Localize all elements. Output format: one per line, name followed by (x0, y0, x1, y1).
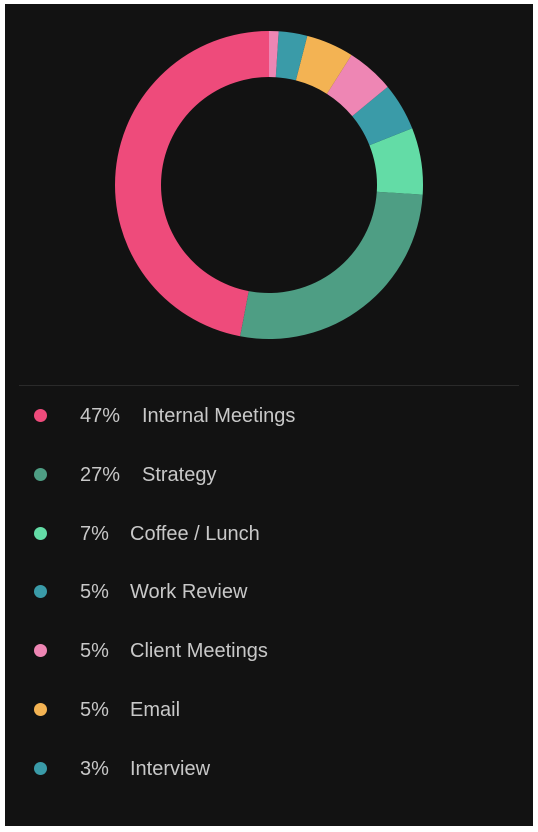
legend-item: 47% Internal Meetings (5, 386, 533, 445)
legend-dot (34, 526, 47, 540)
donut-slice-2 (369, 128, 423, 195)
legend-divider (19, 385, 519, 386)
legend-item: 7% Coffee / Lunch (5, 504, 533, 563)
legend-item: 5% Email (5, 680, 533, 739)
legend-item: 27% Strategy (5, 445, 533, 504)
legend-dot (34, 761, 47, 775)
legend-label: Work Review (130, 581, 248, 604)
donut-slice-4 (326, 54, 388, 117)
legend-item: 3% Interview (5, 739, 533, 798)
legend-percent: 5% (80, 698, 109, 721)
chart-legend: 47% Internal Meetings 27% Strategy 7% Co… (5, 386, 533, 798)
legend-label: Email (130, 698, 181, 721)
legend-item: 5% Client Meetings (5, 621, 533, 680)
donut-slice-0 (114, 31, 269, 337)
legend-percent: 5% (80, 581, 109, 604)
legend-percent: 7% (80, 522, 109, 545)
donut-slice-1 (240, 191, 423, 339)
legend-label: Client Meetings (130, 640, 268, 663)
legend-label: Strategy (142, 463, 217, 486)
legend-dot (34, 467, 47, 481)
legend-dot (34, 702, 47, 716)
donut-slice-7 (269, 31, 279, 78)
donut-slice-5 (295, 35, 352, 94)
legend-label: Internal Meetings (142, 405, 296, 427)
donut-slice-3 (352, 86, 413, 146)
legend-dot (34, 644, 47, 658)
legend-percent: 47% (80, 405, 121, 427)
legend-item: 5% Work Review (5, 562, 533, 621)
chart-frame: 47% Internal Meetings 27% Strategy 7% Co… (5, 4, 533, 826)
donut-slice-6 (275, 31, 308, 81)
legend-percent: 27% (80, 463, 121, 486)
legend-percent: 5% (80, 640, 109, 663)
donut-chart-area (5, 4, 533, 384)
legend-dot (34, 585, 47, 599)
legend-percent: 3% (80, 757, 109, 780)
legend-label: Coffee / Lunch (130, 522, 260, 545)
legend-label: Interview (130, 757, 211, 780)
donut-chart (114, 31, 423, 339)
legend-dot (34, 409, 47, 422)
